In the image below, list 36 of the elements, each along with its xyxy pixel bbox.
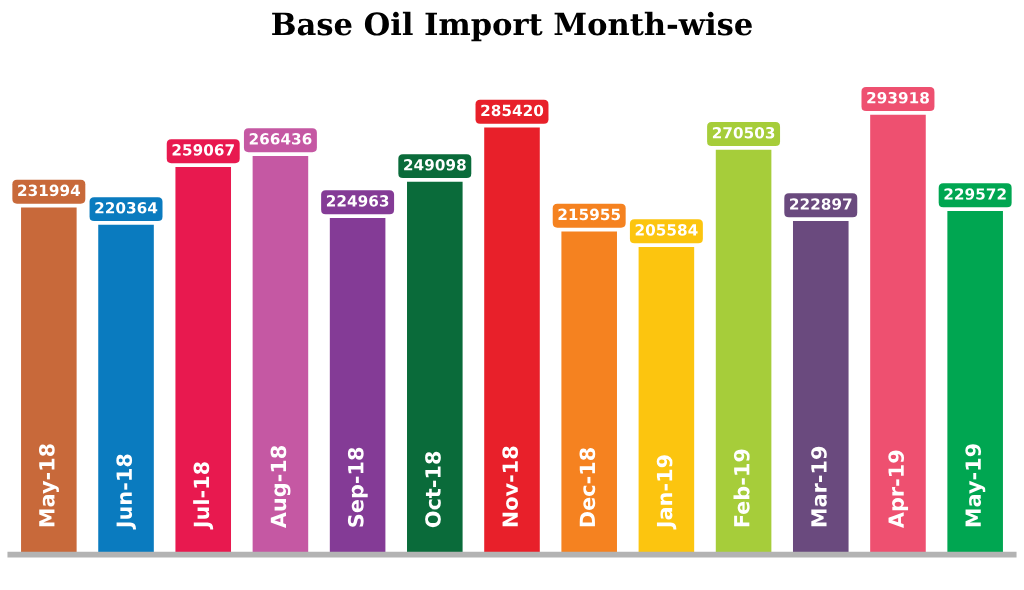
x-tick-label: Jun-18 <box>116 454 136 530</box>
data-label: 259067 <box>172 144 234 156</box>
data-label: 224963 <box>326 195 389 207</box>
data-label: 205584 <box>635 224 698 236</box>
bar <box>98 224 154 555</box>
data-label: 249098 <box>404 159 466 171</box>
bar <box>947 211 1003 555</box>
data-label: 215955 <box>558 208 621 221</box>
bar <box>484 127 540 555</box>
x-tick-label: May-19 <box>965 444 986 527</box>
bar <box>21 207 77 555</box>
data-label: 231994 <box>18 184 81 197</box>
bar <box>561 231 617 555</box>
x-tick-label: Jan-19 <box>656 455 677 530</box>
x-tick-label: Sep-18 <box>347 447 368 527</box>
bar <box>870 114 926 555</box>
x-tick-label: Jul-18 <box>193 462 214 530</box>
x-tick-label: Feb-19 <box>733 449 750 527</box>
chart-title: Base Oil Import Month-wise <box>272 11 752 42</box>
data-label: 266436 <box>249 133 312 145</box>
data-label: 285420 <box>481 104 544 117</box>
x-tick-label: Mar-19 <box>811 446 827 527</box>
x-tick-label: Nov-18 <box>502 446 519 527</box>
x-tick-label: Dec-18 <box>579 448 596 527</box>
bar <box>407 181 463 555</box>
bar <box>715 149 772 555</box>
bar <box>792 221 849 555</box>
data-label: 293918 <box>867 91 929 104</box>
x-tick-label: May-18 <box>38 444 59 527</box>
data-label: 229572 <box>944 188 1006 200</box>
x-tick-label: Apr-19 <box>888 450 909 529</box>
x-tick-label: Oct-18 <box>425 451 441 528</box>
data-label: 222897 <box>790 198 852 210</box>
data-label: 220364 <box>95 202 158 214</box>
data-label: 270503 <box>712 126 775 139</box>
x-tick-label: Aug-18 <box>270 446 291 529</box>
